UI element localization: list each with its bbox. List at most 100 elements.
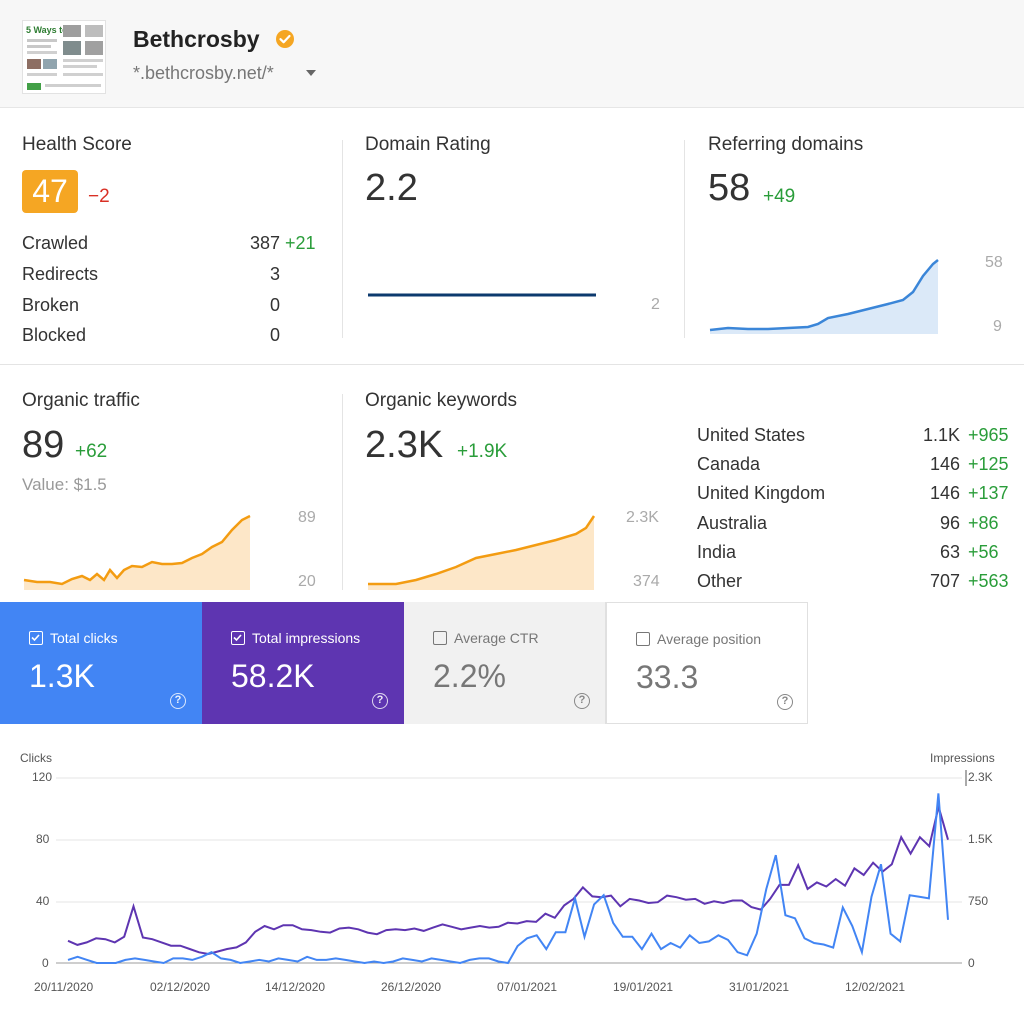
total-impressions-label: Total impressions bbox=[252, 630, 361, 646]
crawled-label: Crawled bbox=[22, 233, 89, 253]
verified-badge-icon bbox=[276, 30, 294, 48]
referring-domains-title[interactable]: Referring domains bbox=[708, 134, 864, 155]
average-position-checkbox[interactable] bbox=[636, 632, 650, 646]
total-clicks-label: Total clicks bbox=[50, 630, 118, 646]
country-delta: +86 bbox=[968, 513, 999, 533]
referring-domains-area bbox=[710, 260, 938, 334]
country-name[interactable]: Other bbox=[697, 571, 743, 591]
right-tick: 750 bbox=[968, 894, 989, 908]
country-value[interactable]: 96 bbox=[939, 513, 960, 533]
health-score-value: 47 bbox=[32, 173, 68, 209]
country-delta: +137 bbox=[968, 483, 1009, 503]
average-position-value: 33.3 bbox=[636, 659, 699, 695]
organic-traffic-value-label: Value: $1.5 bbox=[22, 475, 107, 494]
average-ctr-checkbox[interactable] bbox=[433, 631, 447, 645]
average-ctr-label: Average CTR bbox=[454, 630, 539, 646]
x-tick: 20/11/2020 bbox=[34, 980, 94, 994]
organic-keywords-value[interactable]: 2.3K bbox=[365, 424, 444, 466]
x-tick: 02/12/2020 bbox=[150, 980, 211, 994]
country-value[interactable]: 146 bbox=[929, 454, 960, 474]
x-tick: 31/01/2021 bbox=[729, 980, 790, 994]
referring-domains-axis-top: 58 bbox=[985, 254, 1003, 271]
health-score-title[interactable]: Health Score bbox=[22, 134, 132, 155]
crawled-delta: +21 bbox=[285, 233, 316, 253]
redirects-value[interactable]: 3 bbox=[269, 264, 280, 284]
organic-traffic-axis-top: 89 bbox=[298, 509, 316, 526]
help-icon[interactable]: ? bbox=[170, 693, 186, 709]
right-tick: 1.5K bbox=[968, 832, 993, 846]
site-thumbnail[interactable]: 5 Ways to bbox=[22, 20, 106, 94]
impressions-series-line bbox=[67, 802, 949, 956]
site-header: 5 Ways to Bethcrosby *.bethcrosby.net/* bbox=[0, 0, 1024, 108]
health-score-badge[interactable]: 47 bbox=[22, 170, 78, 213]
organic-keywords-line bbox=[368, 515, 596, 586]
domain-rating-chart bbox=[368, 293, 596, 297]
country-name[interactable]: Canada bbox=[697, 454, 761, 474]
country-value[interactable]: 146 bbox=[929, 483, 960, 503]
domain-rating-axis-label: 2 bbox=[651, 296, 660, 313]
organic-keywords-chart bbox=[368, 515, 596, 590]
total-impressions-value: 58.2K bbox=[231, 658, 315, 694]
x-tick: 07/01/2021 bbox=[497, 980, 558, 994]
checkmark-icon bbox=[233, 634, 242, 642]
total-impressions-tile[interactable]: Total impressions 58.2K ? bbox=[202, 602, 404, 724]
country-value[interactable]: 707 bbox=[929, 571, 960, 591]
organic-keywords-delta: +1.9K bbox=[457, 441, 508, 462]
organic-traffic-line bbox=[23, 514, 251, 586]
organic-traffic-area bbox=[24, 516, 250, 590]
site-name: Bethcrosby bbox=[133, 26, 260, 52]
left-tick: 80 bbox=[36, 832, 50, 846]
help-icon[interactable]: ? bbox=[574, 693, 590, 709]
x-tick: 19/01/2021 bbox=[613, 980, 674, 994]
average-position-label: Average position bbox=[657, 631, 762, 647]
referring-domains-value[interactable]: 58 bbox=[708, 167, 751, 209]
average-position-tile[interactable]: Average position 33.3 ? bbox=[606, 602, 808, 724]
blocked-value[interactable]: 0 bbox=[269, 325, 280, 345]
country-value[interactable]: 63 bbox=[939, 542, 960, 562]
crawled-value[interactable]: 387 bbox=[249, 233, 280, 253]
organic-traffic-chart bbox=[23, 514, 251, 590]
country-delta: +965 bbox=[968, 425, 1009, 445]
right-tick: 2.3K bbox=[968, 770, 993, 784]
health-score-delta: −2 bbox=[88, 186, 110, 207]
right-tick: 0 bbox=[968, 956, 975, 970]
x-tick: 26/12/2020 bbox=[381, 980, 442, 994]
country-value[interactable]: 1.1K bbox=[922, 425, 960, 445]
left-tick: 120 bbox=[32, 770, 53, 784]
total-impressions-checkbox[interactable] bbox=[231, 631, 245, 645]
average-ctr-tile[interactable]: Average CTR 2.2% ? bbox=[404, 602, 606, 724]
organic-traffic-value[interactable]: 89 bbox=[22, 424, 65, 466]
divider bbox=[342, 394, 343, 590]
divider bbox=[0, 364, 1024, 365]
domain-dropdown-icon[interactable] bbox=[306, 70, 316, 76]
broken-value[interactable]: 0 bbox=[269, 295, 280, 315]
left-tick: 0 bbox=[42, 956, 49, 970]
site-thumbnail-image: 5 Ways to bbox=[23, 21, 105, 93]
organic-keywords-area bbox=[368, 516, 594, 590]
broken-label: Broken bbox=[22, 295, 80, 315]
country-name[interactable]: Australia bbox=[697, 513, 768, 533]
help-icon[interactable]: ? bbox=[777, 694, 793, 710]
country-name[interactable]: United States bbox=[697, 425, 806, 445]
performance-chart[interactable] bbox=[0, 760, 1024, 980]
organic-keywords-axis-top: 2.3K bbox=[626, 509, 659, 526]
country-delta: +125 bbox=[968, 454, 1009, 474]
help-icon[interactable]: ? bbox=[372, 693, 388, 709]
left-tick: 40 bbox=[36, 894, 50, 908]
country-delta: +563 bbox=[968, 571, 1009, 591]
country-delta: +56 bbox=[968, 542, 999, 562]
clicks-series-line bbox=[67, 793, 949, 965]
country-name[interactable]: India bbox=[697, 542, 737, 562]
total-clicks-tile[interactable]: Total clicks 1.3K ? bbox=[0, 602, 202, 724]
organic-traffic-title[interactable]: Organic traffic bbox=[22, 390, 140, 411]
x-tick: 14/12/2020 bbox=[265, 980, 326, 994]
organic-keywords-axis-bottom: 374 bbox=[633, 573, 660, 590]
domain-rating-value: 2.2 bbox=[365, 167, 418, 209]
organic-traffic-delta: +62 bbox=[75, 441, 108, 462]
country-name[interactable]: United Kingdom bbox=[697, 483, 826, 503]
organic-keywords-title[interactable]: Organic keywords bbox=[365, 390, 518, 411]
total-clicks-checkbox[interactable] bbox=[29, 631, 43, 645]
clicks-axis-label: Clicks bbox=[20, 751, 52, 765]
domain-rating-title[interactable]: Domain Rating bbox=[365, 134, 491, 155]
referring-domains-axis-bottom: 9 bbox=[993, 318, 1002, 335]
